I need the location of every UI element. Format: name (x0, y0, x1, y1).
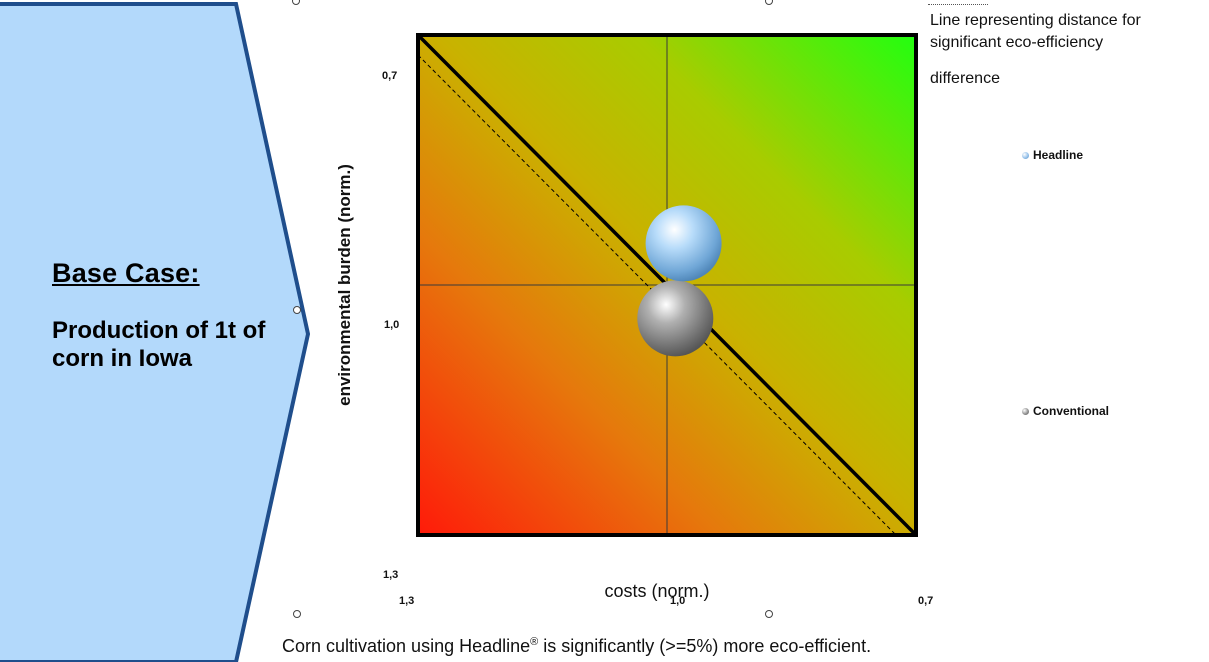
registered-mark: ® (530, 636, 539, 648)
data-point-conventional (637, 280, 714, 357)
x-tick-label: 1,0 (670, 595, 685, 607)
x-tick-label: 0,7 (918, 595, 933, 607)
base-case-description: Production of 1t of corn in Iowa (52, 317, 266, 372)
x-tick-label: 1,3 (399, 595, 414, 607)
conclusion-footnote: Corn cultivation using Headline® is sign… (282, 636, 1202, 657)
base-case-banner (0, 2, 311, 662)
legend-label: Conventional (1033, 404, 1110, 418)
base-case-title: Base Case: (52, 258, 200, 288)
y-tick-label: 1,0 (384, 319, 399, 331)
y-tick-label: 0,7 (382, 70, 397, 82)
plot-frame (416, 33, 918, 537)
data-point-headline (645, 205, 722, 282)
legend-item-headline: Headline (1022, 148, 1083, 162)
significance-line-note: Line representing distance for significa… (930, 10, 1209, 90)
footnote-prefix: Corn cultivation using Headline (282, 636, 531, 656)
note-line-1: Line representing distance for (930, 12, 1141, 29)
significance-line-legend-marker (928, 4, 988, 5)
y-axis-title: environmental burden (norm.) (335, 164, 354, 406)
selection-handles (292, 0, 773, 618)
data-points (637, 205, 722, 357)
y-tick-label: 1,3 (383, 569, 398, 581)
banner-text-block: Base Case: Production of 1t of corn in I… (52, 258, 282, 373)
footnote-suffix: is significantly (>=5%) more eco-efficie… (538, 636, 872, 656)
note-line-2: significant eco-efficiency (930, 34, 1104, 51)
note-line-3: difference (930, 70, 1000, 87)
x-axis-title: costs (norm.) (604, 581, 709, 601)
legend-dot-conventional-icon (1022, 407, 1029, 415)
legend-item-conventional: Conventional (1022, 404, 1109, 418)
legend-dot-headline-icon (1022, 151, 1029, 159)
legend-label: Headline (1033, 148, 1084, 162)
